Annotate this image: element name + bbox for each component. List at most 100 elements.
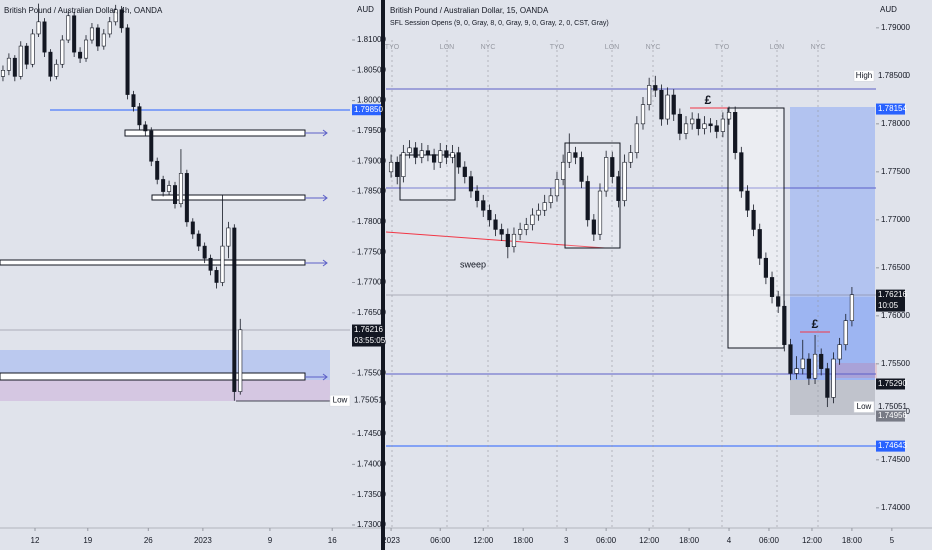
- y-tick-label: 1.80500: [357, 65, 386, 74]
- price-label-text: 1.76216: [878, 290, 907, 299]
- candle-body: [450, 152, 455, 158]
- y-tick-label: 1.76500: [357, 308, 386, 317]
- y-tick-label: 1.74500: [357, 429, 386, 438]
- price-label-text: 1.74956: [878, 411, 907, 420]
- candle-body: [395, 161, 400, 177]
- candle-body: [843, 320, 848, 345]
- price-label: [876, 70, 905, 82]
- candle-body: [54, 63, 59, 77]
- candle-body: [196, 233, 201, 247]
- x-tick-label: 18:00: [842, 536, 863, 545]
- indicator: SFL Session Opens (9, 0, Gray, 8, 0, Gra…: [390, 20, 609, 27]
- x-tick-label: 18:00: [679, 536, 700, 545]
- candle-body: [481, 200, 486, 211]
- candle-body: [769, 277, 775, 297]
- candle-body: [493, 219, 498, 230]
- x-tick-label: 12: [31, 536, 40, 545]
- price-label-text: 1.74643: [878, 441, 907, 450]
- candle-body: [579, 157, 584, 182]
- price-label: [876, 289, 905, 312]
- y-tick-label: 1.73000: [357, 520, 386, 529]
- candle-body: [788, 344, 793, 374]
- session-label: NYC: [646, 44, 661, 51]
- arrow: [305, 373, 328, 381]
- session-label: TYO: [715, 44, 730, 51]
- arrow: [305, 194, 328, 202]
- y-tick-label: 1.77000: [881, 215, 910, 224]
- x-tick-label: 18:00: [513, 536, 534, 545]
- candle-body: [763, 257, 768, 278]
- candle-body: [12, 57, 17, 77]
- price-label: [876, 440, 905, 452]
- y-tick-label: 1.81000: [357, 35, 386, 44]
- candle-body: [462, 166, 467, 177]
- session-label: TYO: [550, 44, 565, 51]
- candle-body: [425, 150, 431, 155]
- price-label-text: 1.75051: [878, 402, 907, 411]
- candle-body: [131, 94, 136, 107]
- candle-body: [0, 70, 5, 77]
- candle-body: [107, 21, 112, 35]
- y-tick-label: 1.79500: [357, 126, 386, 135]
- x-tick-label: 26: [144, 536, 153, 545]
- box: [0, 259, 306, 266]
- x-tick-label: 16: [328, 536, 337, 545]
- trend-line: [385, 231, 606, 249]
- price-label: [352, 104, 381, 116]
- candle-body: [561, 161, 566, 180]
- candle-body: [125, 27, 130, 95]
- price-label-timer: 10:05: [878, 301, 899, 310]
- candle-body: [597, 190, 603, 235]
- price-label: [876, 103, 905, 115]
- candle-body: [474, 190, 480, 201]
- candle-body: [548, 195, 553, 203]
- candle-body: [585, 181, 590, 221]
- candle-body: [167, 185, 172, 192]
- candle-body: [226, 227, 231, 247]
- candle-body: [714, 125, 719, 132]
- x-tick-label: 06:00: [759, 536, 780, 545]
- candle-body: [202, 245, 207, 259]
- candle-body: [837, 344, 842, 360]
- candle-body: [696, 118, 701, 129]
- candle-body: [782, 305, 787, 345]
- candle-body: [806, 358, 812, 379]
- y-tick-label: 1.79000: [357, 156, 386, 165]
- y-tick-label: 1.75500: [881, 359, 910, 368]
- candle-body: [113, 9, 118, 23]
- candle-body: [388, 161, 394, 173]
- x-tick-label: 2023: [382, 536, 400, 545]
- price-label: [876, 401, 905, 413]
- candle-body: [413, 147, 418, 158]
- x-tick-label: 4: [727, 536, 732, 545]
- price-label-text: 1.79850: [354, 105, 383, 114]
- candle-body: [36, 21, 41, 35]
- session-label: TYO: [385, 44, 400, 51]
- candle-body: [554, 179, 560, 197]
- candle-body: [610, 157, 615, 177]
- candle-body: [665, 94, 670, 120]
- arrow: [305, 259, 328, 267]
- price-label: [352, 395, 381, 407]
- session-label: NYC: [481, 44, 496, 51]
- price-label-text: 1.75051: [354, 396, 383, 405]
- candle-body: [604, 157, 609, 192]
- price-label-text: 1.78500: [878, 71, 907, 80]
- candle-body: [653, 85, 658, 91]
- chart-title: British Pound / Australian Dollar, 15, O…: [390, 6, 549, 15]
- price-label: [876, 378, 905, 390]
- candle-body: [616, 176, 621, 201]
- candle-body: [640, 104, 646, 125]
- candle-body: [536, 209, 541, 216]
- candle-body: [407, 147, 412, 153]
- candle-body: [819, 353, 824, 369]
- session-label: LON: [770, 44, 784, 51]
- y-tick-label: 1.74500: [881, 455, 910, 464]
- x-tick-label: 12:00: [802, 536, 823, 545]
- session-label: LON: [605, 44, 619, 51]
- candle-body: [739, 152, 744, 192]
- y-tick-label: 1.74000: [357, 459, 386, 468]
- x-tick-label: 5: [890, 536, 895, 545]
- x-tick-label: 2023: [194, 536, 212, 545]
